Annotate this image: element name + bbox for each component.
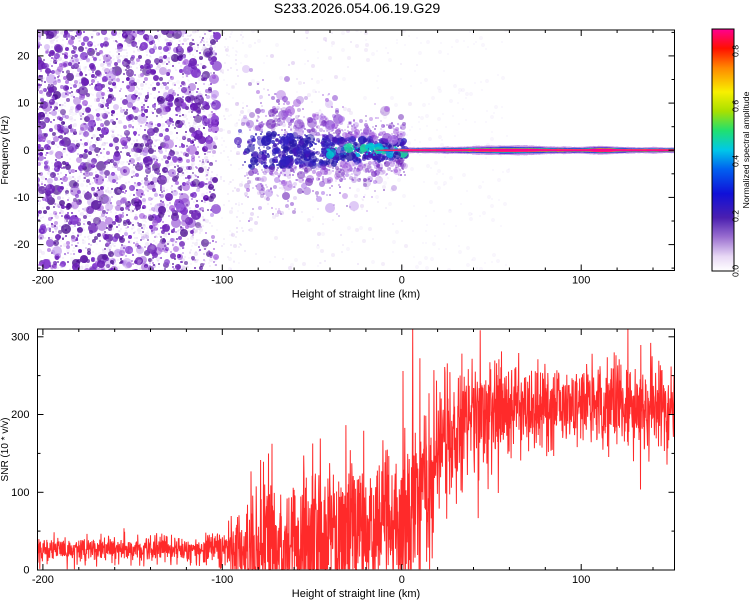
svg-text:S233.2026.054.06.19.G29: S233.2026.054.06.19.G29 xyxy=(274,1,441,17)
